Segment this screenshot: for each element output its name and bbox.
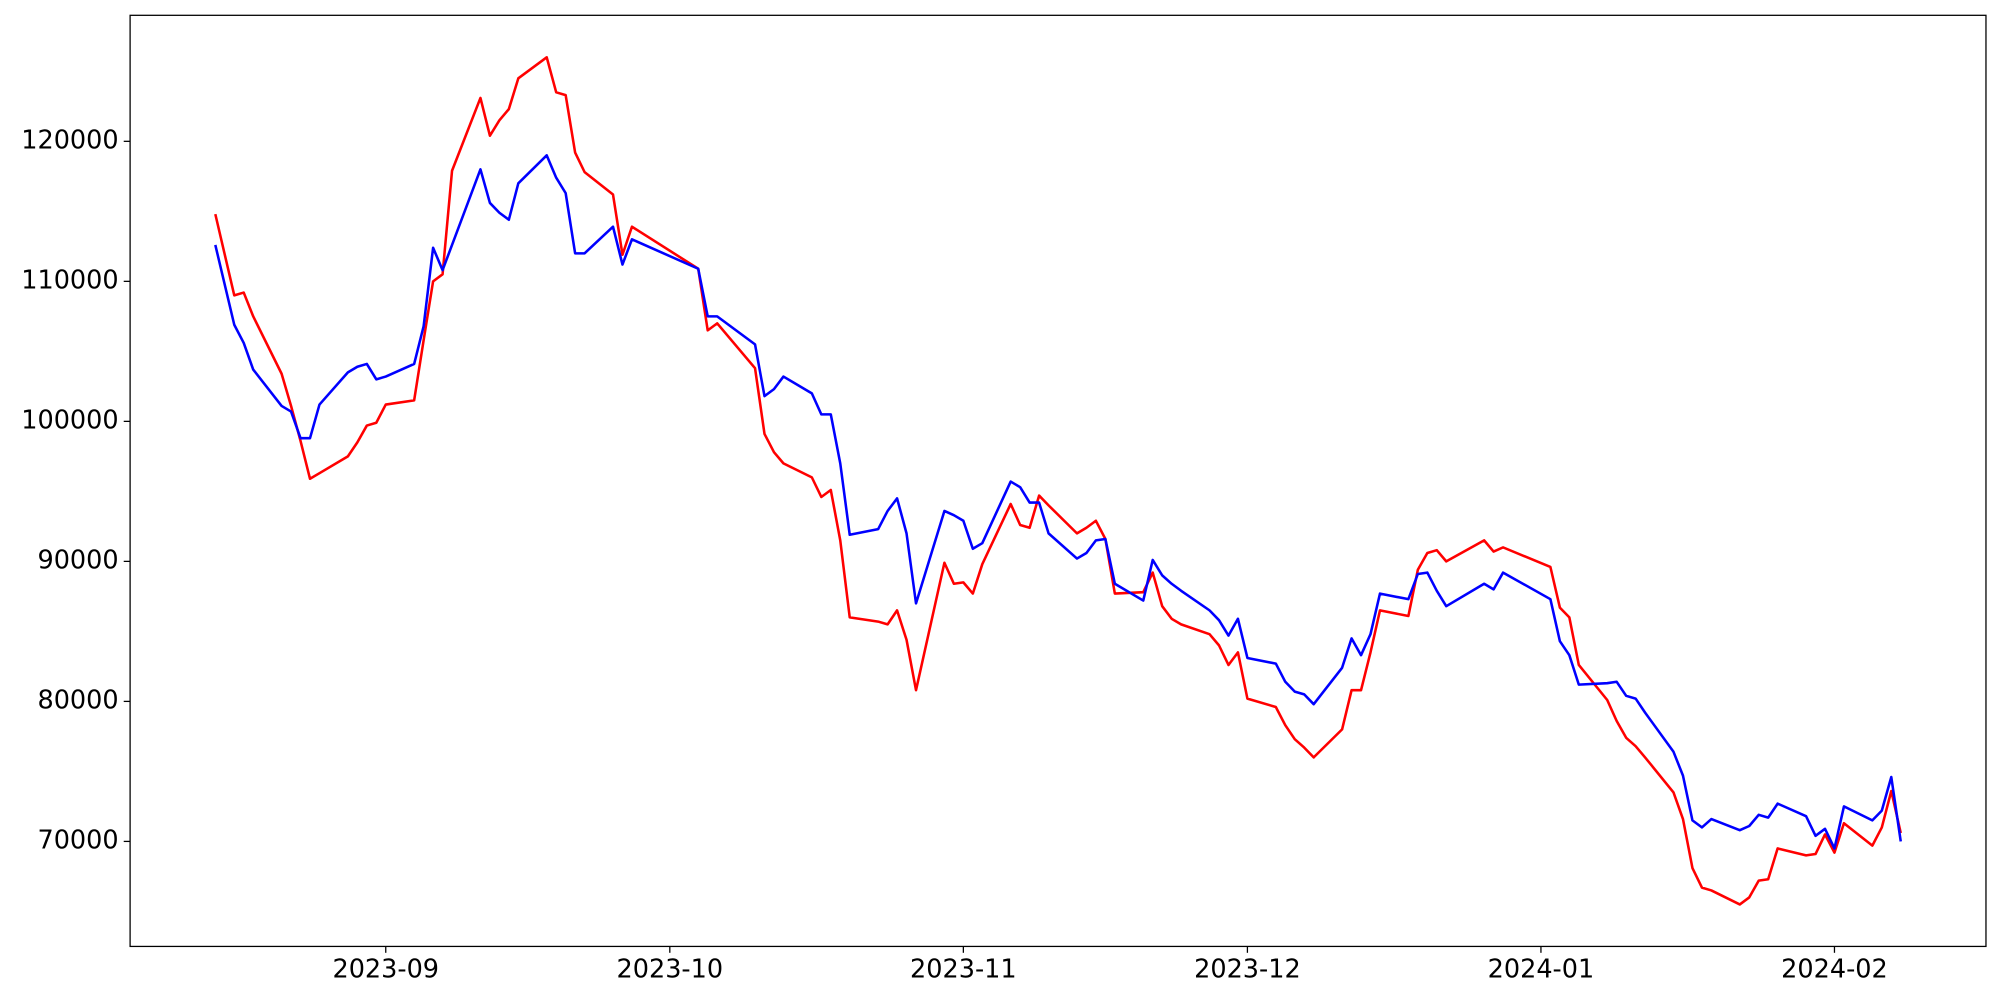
x-tick-label: 2023-12 [1194, 955, 1301, 985]
x-tick-label: 2024-02 [1781, 955, 1888, 985]
line-series [214, 56, 1902, 906]
y-tick-label: 110000 [21, 265, 118, 295]
y-tick-label: 80000 [37, 685, 118, 715]
y-tick-label: 90000 [37, 545, 118, 575]
x-tick-label: 2023-11 [910, 955, 1017, 985]
x-tick-label: 2023-10 [617, 955, 724, 985]
x-tick-label: 2023-09 [332, 955, 439, 985]
line-series [214, 154, 1903, 850]
y-tick-label: 120000 [21, 125, 118, 155]
plot-frame [129, 14, 1987, 948]
x-tick-label: 2024-01 [1488, 955, 1595, 985]
y-tick-label: 70000 [37, 825, 118, 855]
y-tick-label: 100000 [21, 405, 118, 435]
